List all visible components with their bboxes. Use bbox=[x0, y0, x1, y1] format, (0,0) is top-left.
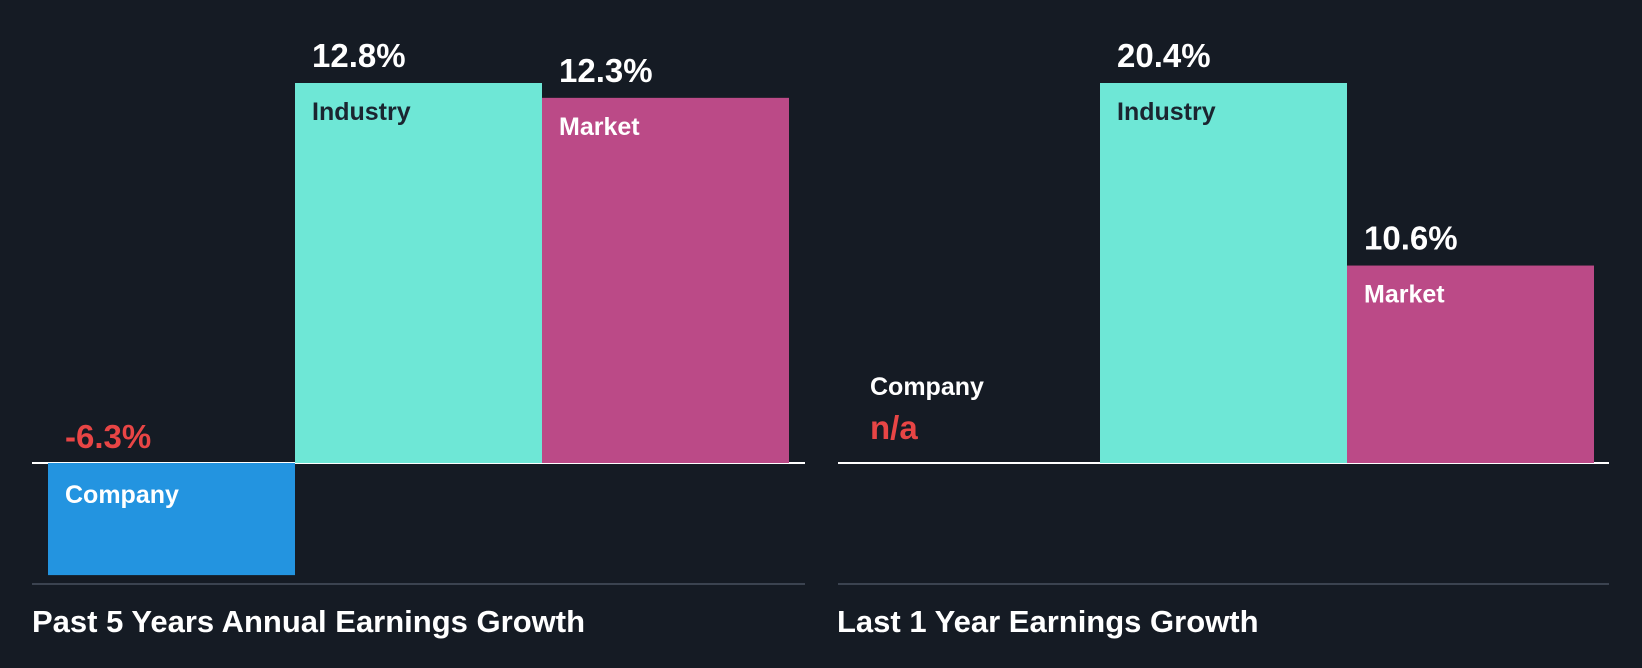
bar-industry bbox=[295, 83, 542, 463]
bar-market bbox=[1347, 265, 1594, 463]
bar-market bbox=[542, 97, 789, 463]
category-label-industry: Industry bbox=[312, 98, 411, 126]
chart-title-last-1-year: Last 1 Year Earnings Growth bbox=[837, 604, 1259, 639]
value-label-market: 10.6% bbox=[1364, 220, 1458, 257]
category-label-market: Market bbox=[1364, 281, 1445, 309]
category-label-company: Company bbox=[65, 481, 179, 509]
value-label-industry: 20.4% bbox=[1117, 37, 1211, 74]
category-label-company: Company bbox=[870, 373, 984, 401]
bar-company bbox=[48, 463, 295, 576]
category-label-industry: Industry bbox=[1117, 98, 1216, 126]
value-label-company: -6.3% bbox=[65, 418, 151, 455]
value-label-company: n/a bbox=[870, 409, 918, 446]
category-label-market: Market bbox=[559, 113, 640, 141]
value-label-market: 12.3% bbox=[559, 52, 653, 89]
value-label-industry: 12.8% bbox=[312, 37, 406, 74]
bar-industry bbox=[1100, 83, 1347, 463]
chart-title-past-5-years: Past 5 Years Annual Earnings Growth bbox=[32, 604, 586, 639]
